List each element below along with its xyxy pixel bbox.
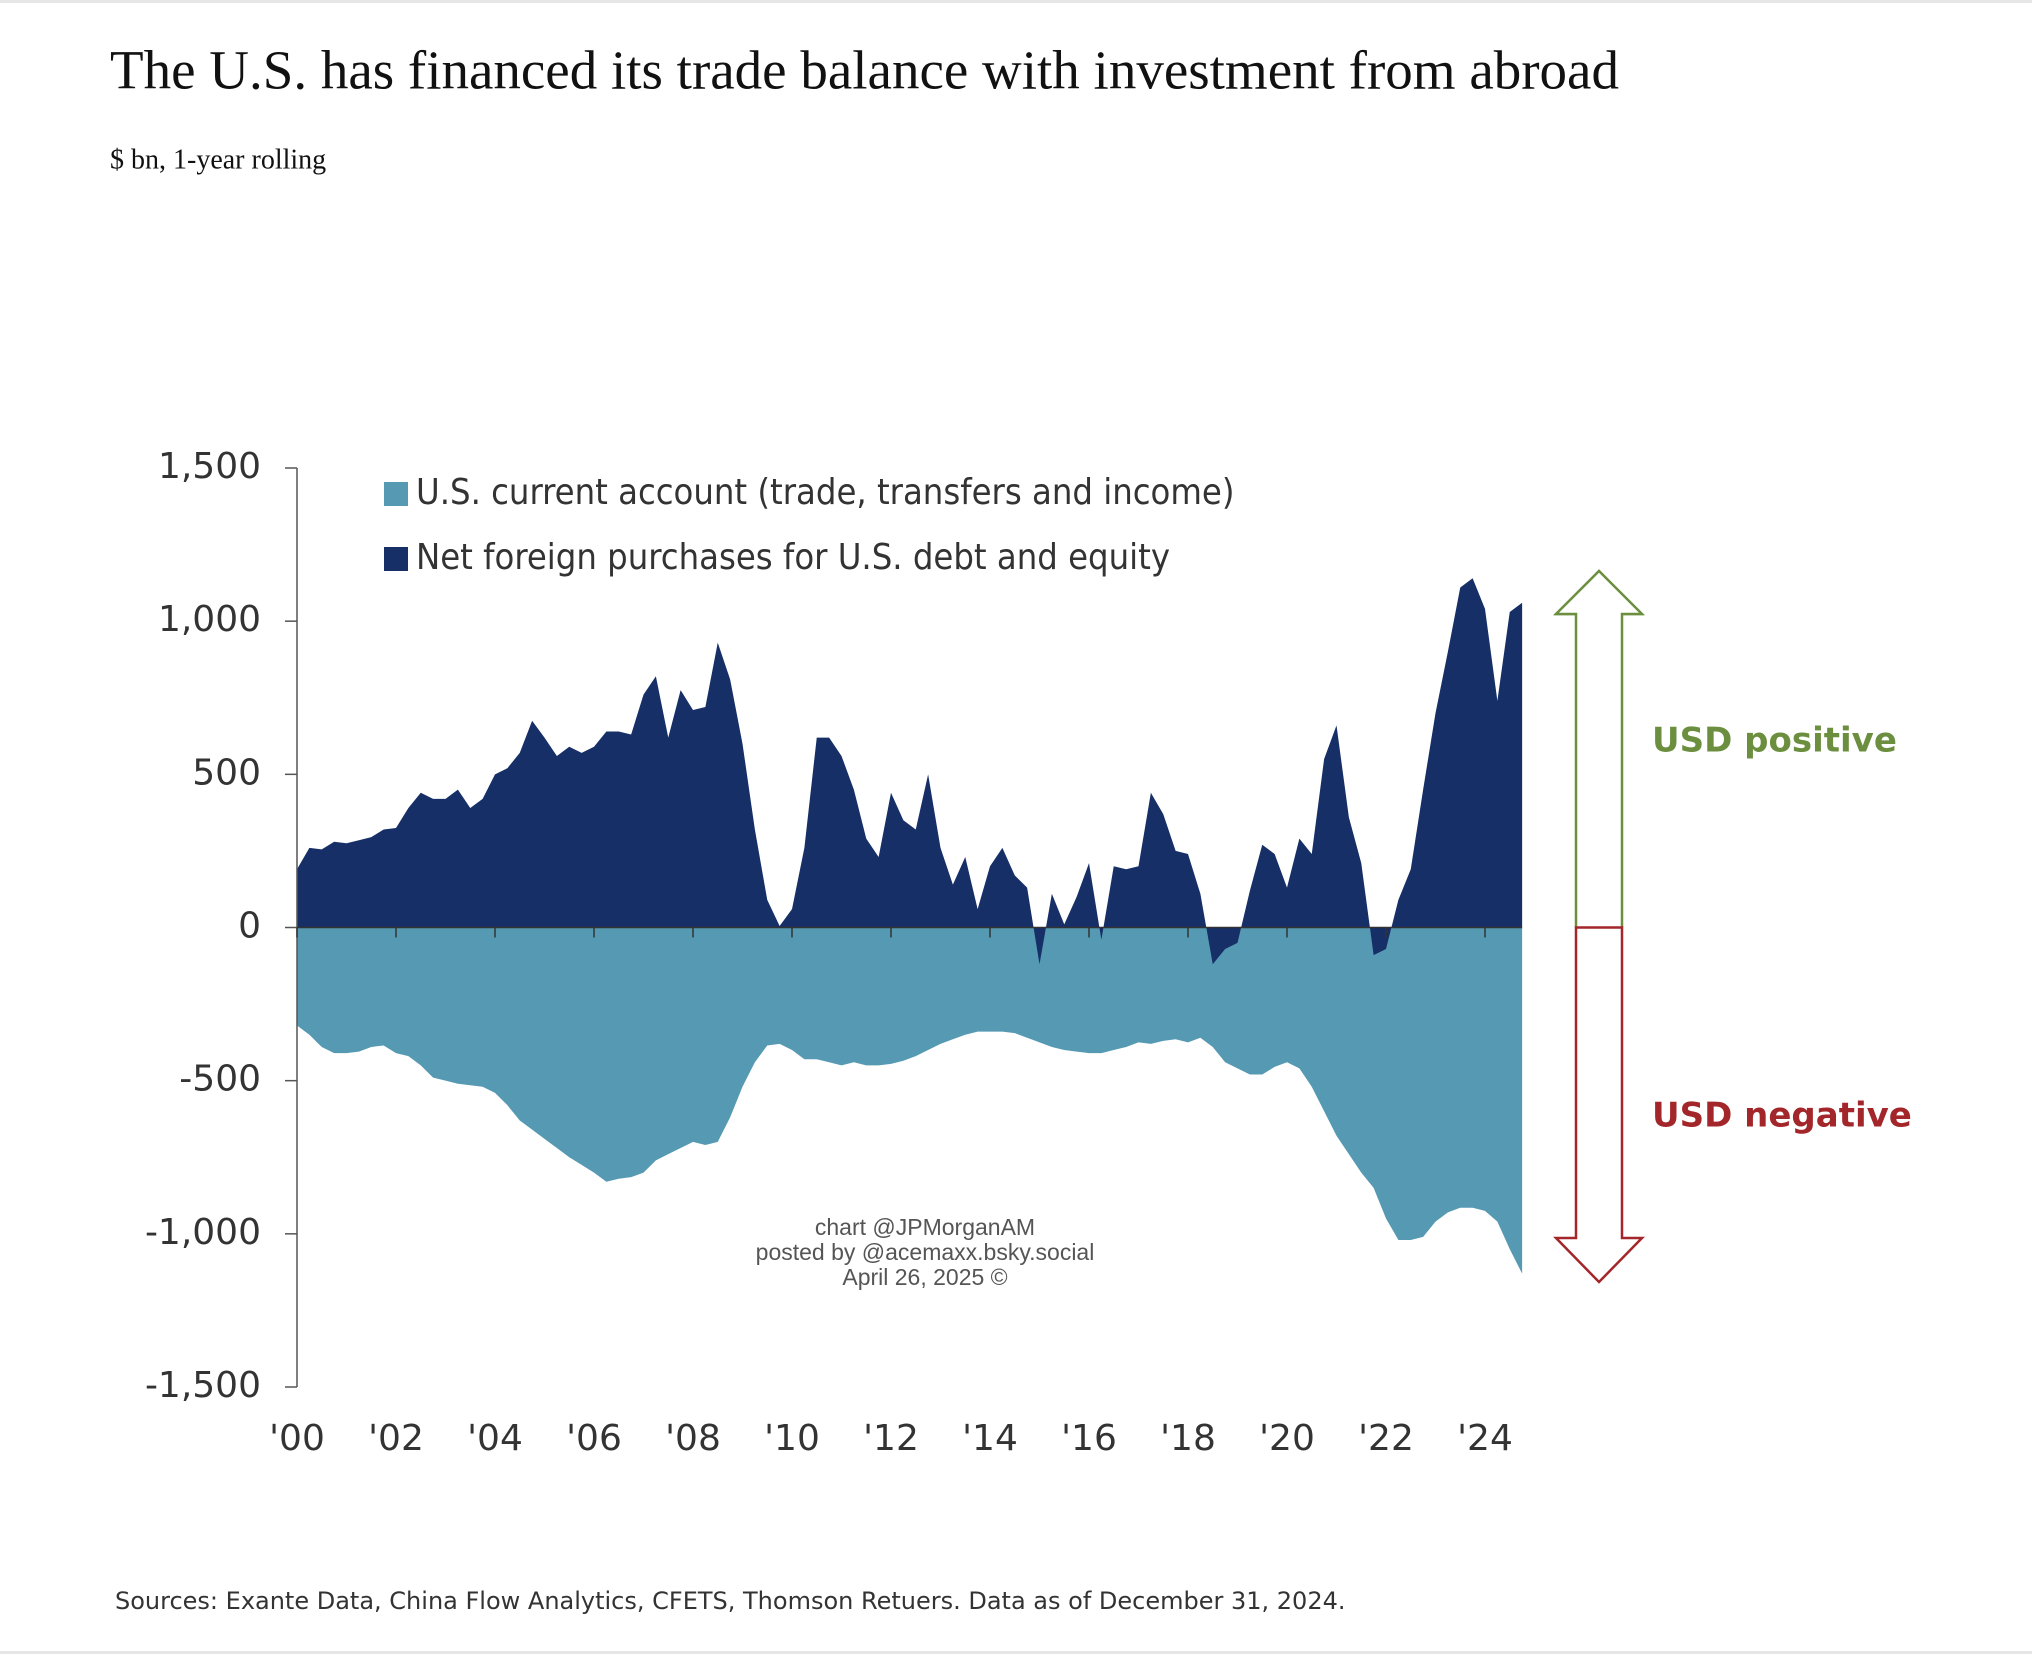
x-tick-label: '02: [368, 1418, 424, 1459]
x-tick-label: '04: [467, 1418, 523, 1459]
legend-label: Net foreign purchases for U.S. debt and …: [416, 537, 1170, 578]
watermark: chart @JPMorganAM: [815, 1214, 1035, 1240]
x-tick-label: '06: [566, 1418, 622, 1459]
legend-swatch: [384, 482, 408, 506]
y-tick-label: 1,000: [158, 599, 261, 640]
x-tick-label: '12: [863, 1418, 919, 1459]
x-tick-label: '00: [269, 1418, 325, 1459]
x-tick-label: '08: [665, 1418, 721, 1459]
area: [297, 927, 1523, 1274]
watermark: posted by @acemaxx.bsky.social: [756, 1239, 1095, 1265]
x-tick-label: '22: [1358, 1418, 1414, 1459]
top-border: [0, 0, 2032, 3]
y-tick-label: 0: [238, 906, 261, 947]
annotation: USD negative: [1652, 1096, 1912, 1136]
x-tick-label: '10: [764, 1418, 820, 1459]
y-tick-label: -500: [179, 1059, 261, 1100]
area: [297, 578, 1523, 965]
x-tick-label: '20: [1259, 1418, 1315, 1459]
x-tick-label: '14: [962, 1418, 1018, 1459]
chart-title: The U.S. has financed its trade balance …: [110, 40, 1619, 101]
y-tick-label: -1,000: [145, 1212, 261, 1253]
bottom-border: [0, 1651, 2032, 1654]
annotation: USD positive: [1652, 721, 1897, 761]
y-tick-label: 1,500: [158, 446, 261, 487]
legend-swatch: [384, 547, 408, 571]
down-arrow-body: [1553, 926, 1645, 1284]
x-tick-label: '24: [1457, 1418, 1513, 1459]
chart-subtitle: $ bn, 1-year rolling: [110, 144, 326, 175]
y-tick-label: -1,500: [145, 1365, 261, 1406]
source-note: Sources: Exante Data, China Flow Analyti…: [115, 1587, 1345, 1615]
x-tick-label: '16: [1061, 1418, 1117, 1459]
x-tick-label: '18: [1160, 1418, 1216, 1459]
up-arrow-body: [1552, 569, 1646, 928]
y-tick-label: 500: [192, 752, 261, 793]
legend-label: U.S. current account (trade, transfers a…: [416, 472, 1235, 513]
watermark: April 26, 2025 ©: [842, 1264, 1007, 1290]
